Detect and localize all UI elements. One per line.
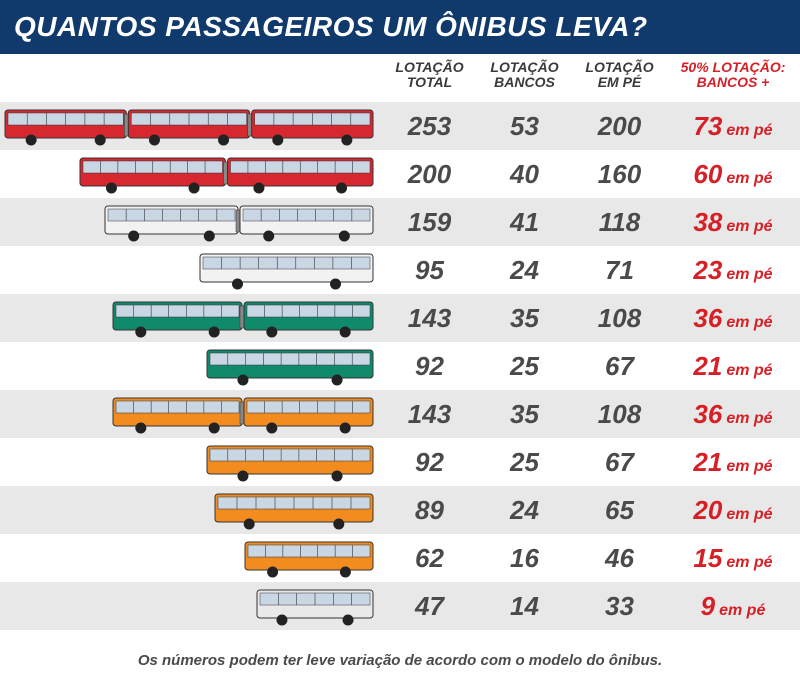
table-row: 143 35 108 36em pé	[0, 390, 800, 438]
col-header-text: LOTAÇÃO	[395, 59, 463, 75]
cell-empe: 67	[572, 351, 667, 382]
bus-icon	[206, 346, 374, 386]
col-header-text: 50% LOTAÇÃO:	[681, 59, 786, 75]
cell-bancos: 35	[477, 303, 572, 334]
bus-icon	[112, 298, 374, 338]
col-header-total: LOTAÇÃO TOTAL	[382, 60, 477, 91]
col-header-text: LOTAÇÃO	[585, 59, 653, 75]
col-header-text: LOTAÇÃO	[490, 59, 558, 75]
cell-total: 159	[382, 207, 477, 238]
bus-icon	[256, 586, 374, 626]
cell-half: 38em pé	[667, 207, 799, 238]
cell-total: 143	[382, 303, 477, 334]
table-row: 159 41 118 38em pé	[0, 198, 800, 246]
col-header-half: 50% LOTAÇÃO: BANCOS +	[667, 60, 799, 91]
bus-icon	[206, 442, 374, 482]
cell-total: 89	[382, 495, 477, 526]
col-header-text: BANCOS	[494, 74, 555, 90]
cell-total: 253	[382, 111, 477, 142]
cell-bancos: 24	[477, 495, 572, 526]
cell-bancos: 53	[477, 111, 572, 142]
cell-half: 73em pé	[667, 111, 799, 142]
cell-bancos: 25	[477, 351, 572, 382]
table-row: 253 53 200 73em pé	[0, 102, 800, 150]
cell-half: 21em pé	[667, 351, 799, 382]
table-row: 47 14 33 9em pé	[0, 582, 800, 630]
bus-cell	[0, 342, 382, 390]
cell-half: 36em pé	[667, 303, 799, 334]
table-row: 62 16 46 15em pé	[0, 534, 800, 582]
bus-cell	[0, 246, 382, 294]
table-body: 253 53 200 73em pé 200 40 160 60em pé 15…	[0, 102, 800, 630]
cell-empe: 33	[572, 591, 667, 622]
col-header-text: EM PÉ	[598, 74, 642, 90]
cell-half: 20em pé	[667, 495, 799, 526]
cell-half: 21em pé	[667, 447, 799, 478]
bus-cell	[0, 438, 382, 486]
cell-total: 92	[382, 351, 477, 382]
cell-empe: 200	[572, 111, 667, 142]
cell-empe: 67	[572, 447, 667, 478]
table-row: 92 25 67 21em pé	[0, 342, 800, 390]
cell-half: 36em pé	[667, 399, 799, 430]
cell-half: 9em pé	[667, 591, 799, 622]
cell-bancos: 14	[477, 591, 572, 622]
footnote: Os números podem ter leve variação de ac…	[0, 652, 800, 669]
col-header-bancos: LOTAÇÃO BANCOS	[477, 60, 572, 91]
bus-icon	[214, 490, 374, 530]
table-row: 143 35 108 36em pé	[0, 294, 800, 342]
bus-icon	[4, 106, 374, 146]
bus-icon	[112, 394, 374, 434]
cell-half: 23em pé	[667, 255, 799, 286]
bus-cell	[0, 198, 382, 246]
cell-total: 92	[382, 447, 477, 478]
bus-icon	[199, 250, 374, 290]
cell-empe: 108	[572, 399, 667, 430]
table-row: 95 24 71 23em pé	[0, 246, 800, 294]
cell-bancos: 16	[477, 543, 572, 574]
bus-cell	[0, 486, 382, 534]
content-area: LOTAÇÃO TOTAL LOTAÇÃO BANCOS LOTAÇÃO EM …	[0, 54, 800, 691]
table-row: 92 25 67 21em pé	[0, 438, 800, 486]
cell-total: 62	[382, 543, 477, 574]
bus-cell	[0, 390, 382, 438]
cell-total: 47	[382, 591, 477, 622]
bus-icon	[244, 538, 374, 578]
cell-half: 15em pé	[667, 543, 799, 574]
column-headers: LOTAÇÃO TOTAL LOTAÇÃO BANCOS LOTAÇÃO EM …	[382, 60, 799, 91]
cell-bancos: 41	[477, 207, 572, 238]
col-header-text: BANCOS +	[697, 74, 770, 90]
bus-cell	[0, 294, 382, 342]
bus-icon	[104, 202, 374, 242]
table-row: 200 40 160 60em pé	[0, 150, 800, 198]
bus-cell	[0, 534, 382, 582]
cell-empe: 71	[572, 255, 667, 286]
bus-cell	[0, 150, 382, 198]
col-header-text: TOTAL	[407, 74, 452, 90]
table-row: 89 24 65 20em pé	[0, 486, 800, 534]
cell-half: 60em pé	[667, 159, 799, 190]
cell-empe: 108	[572, 303, 667, 334]
cell-bancos: 25	[477, 447, 572, 478]
page-title: QUANTOS PASSAGEIROS UM ÔNIBUS LEVA?	[14, 11, 648, 43]
cell-bancos: 40	[477, 159, 572, 190]
cell-empe: 118	[572, 207, 667, 238]
bus-cell	[0, 102, 382, 150]
cell-bancos: 24	[477, 255, 572, 286]
cell-total: 143	[382, 399, 477, 430]
cell-total: 95	[382, 255, 477, 286]
header-band: QUANTOS PASSAGEIROS UM ÔNIBUS LEVA?	[0, 0, 800, 54]
cell-bancos: 35	[477, 399, 572, 430]
bus-icon	[79, 154, 374, 194]
col-header-empe: LOTAÇÃO EM PÉ	[572, 60, 667, 91]
bus-cell	[0, 582, 382, 630]
cell-total: 200	[382, 159, 477, 190]
cell-empe: 65	[572, 495, 667, 526]
cell-empe: 160	[572, 159, 667, 190]
cell-empe: 46	[572, 543, 667, 574]
